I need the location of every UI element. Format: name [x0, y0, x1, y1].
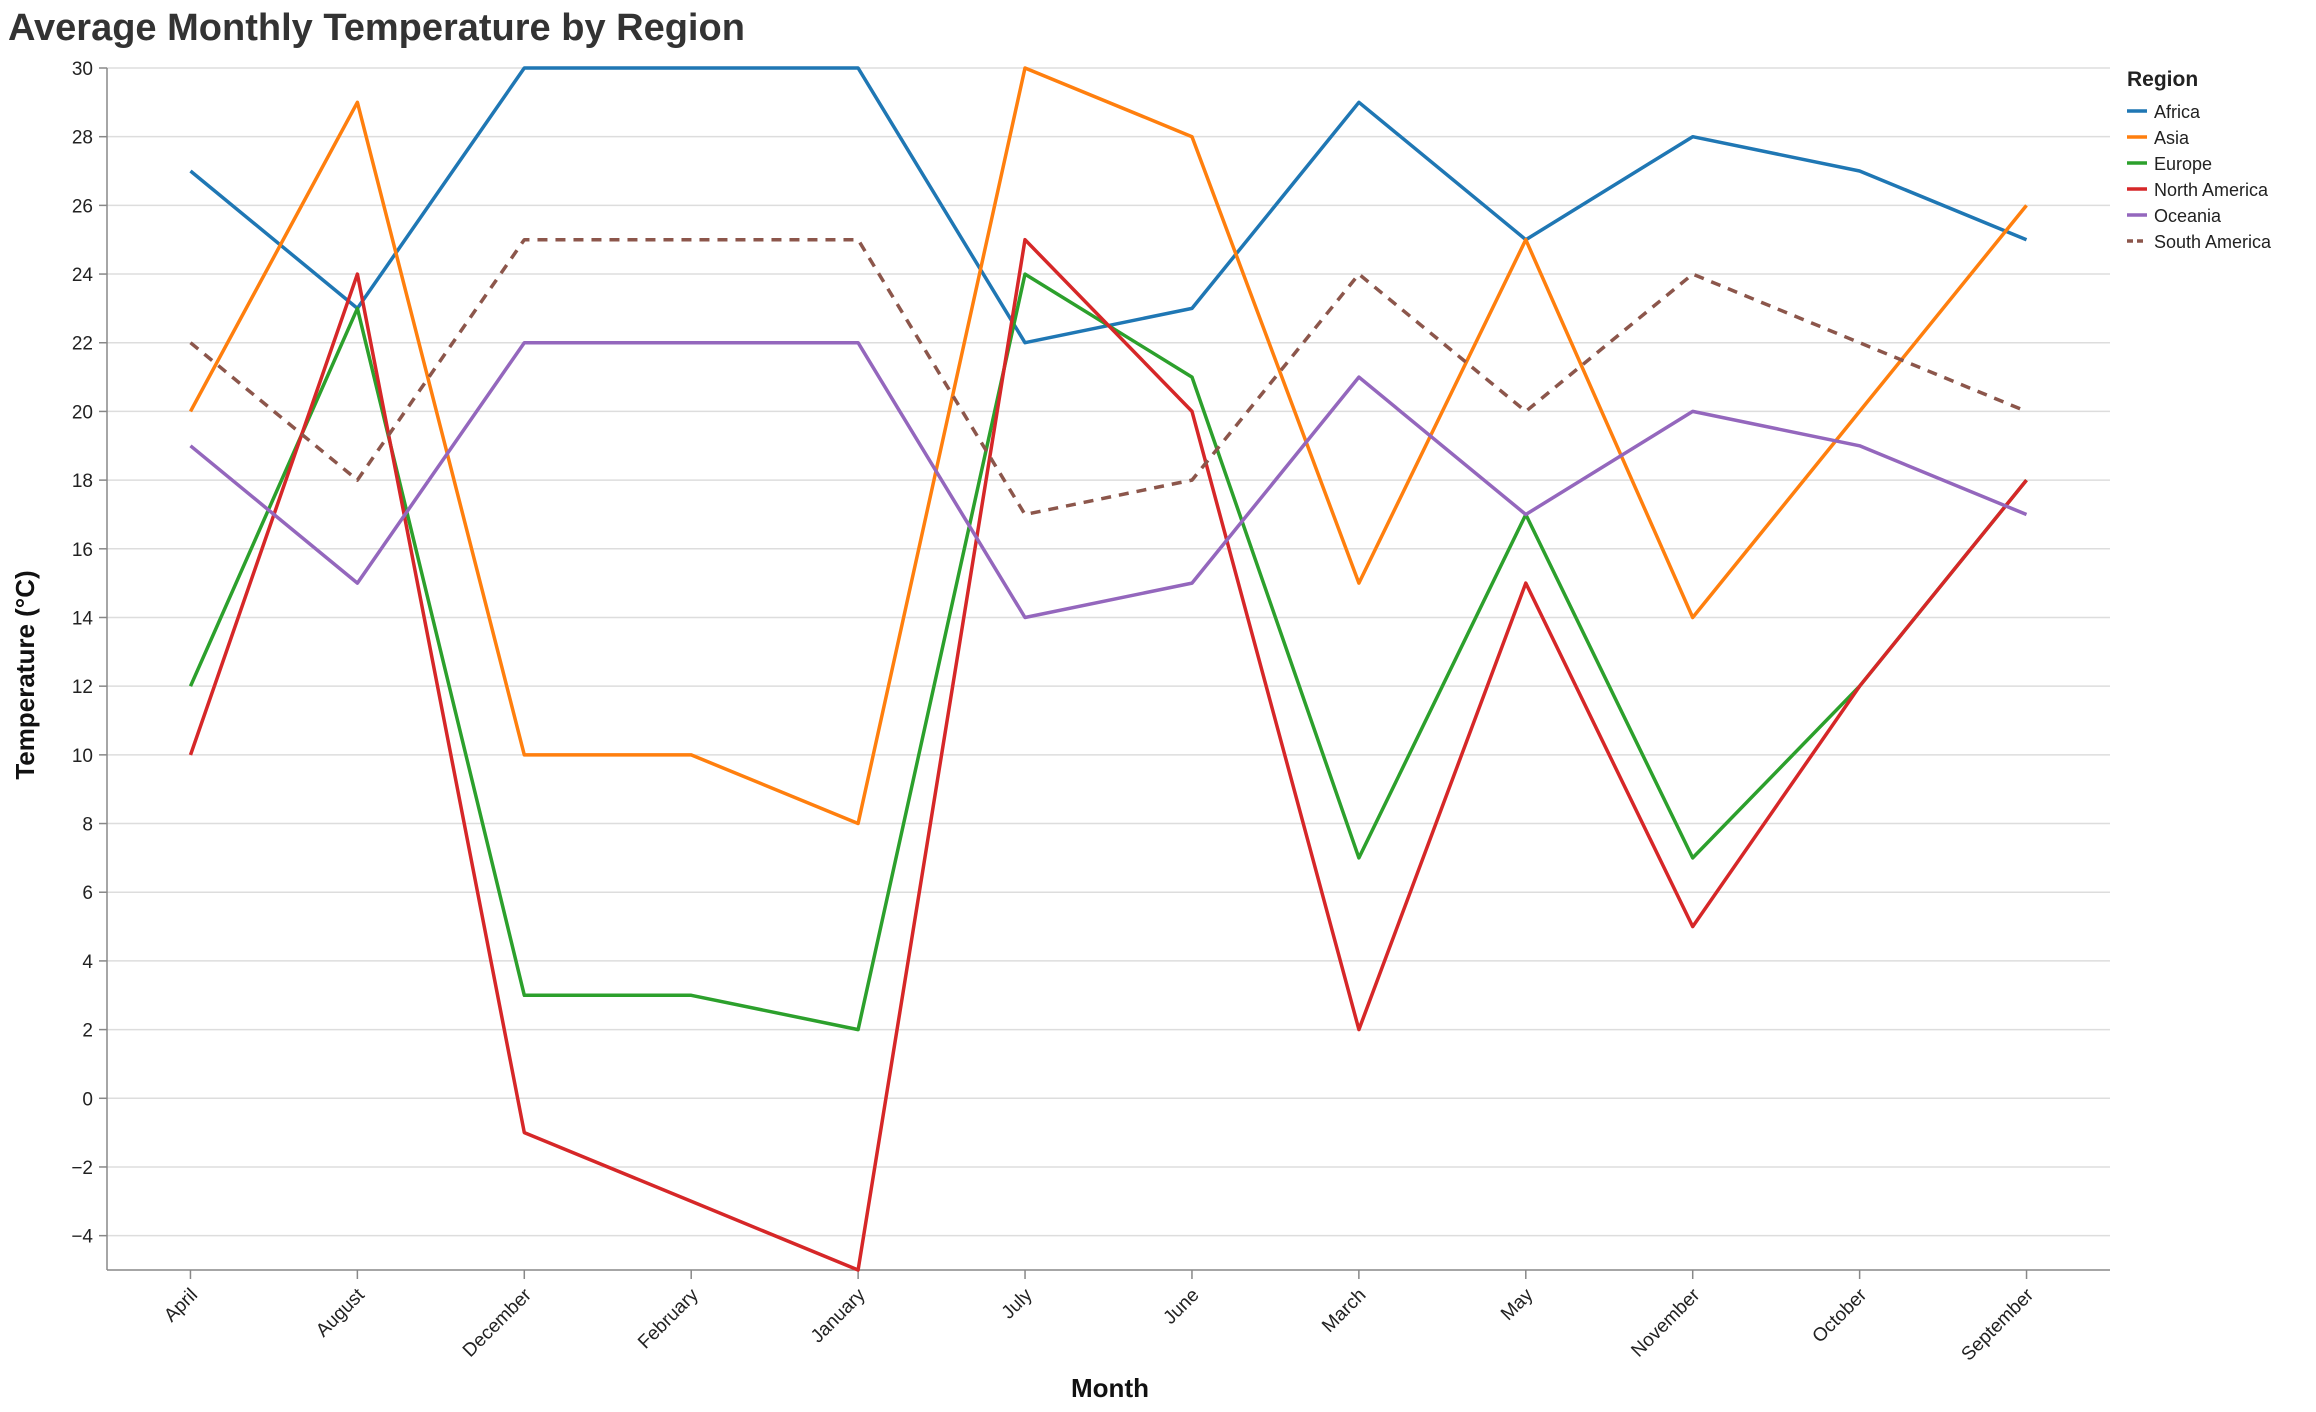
x-tick-label: March [1318, 1285, 1370, 1337]
y-tick-label: 30 [72, 59, 93, 80]
y-tick-label: 10 [72, 746, 93, 767]
y-tick-label: 2 [82, 1021, 93, 1042]
x-tick-label: July [998, 1284, 1037, 1323]
y-axis-title: Temperature (°C) [10, 570, 40, 779]
legend-label: Europe [2154, 154, 2212, 174]
legend-label: Oceania [2154, 206, 2222, 226]
y-tick-label: 14 [72, 608, 94, 629]
x-tick-label: June [1160, 1285, 1204, 1329]
y-tick-label: 26 [72, 196, 93, 217]
x-tick-label: February [634, 1284, 703, 1353]
y-tick-label: 22 [72, 334, 93, 355]
series-line-north-america [188, 237, 2028, 1272]
y-tick-label: 0 [82, 1089, 93, 1110]
x-tick-label: October [1809, 1284, 1872, 1347]
y-tick-label: 28 [72, 128, 93, 149]
y-tick-label: 4 [82, 952, 93, 973]
legend-title: Region [2127, 68, 2198, 91]
y-tick-label: −4 [71, 1227, 93, 1248]
gridlines [107, 67, 2110, 1237]
x-tick-label: May [1497, 1284, 1538, 1325]
legend-label: Africa [2154, 102, 2201, 122]
y-tick-label: 6 [82, 883, 93, 904]
x-tick-label: January [807, 1284, 870, 1347]
series-lines [188, 66, 2028, 1272]
series-line-south-america [189, 237, 2028, 517]
x-tick-label: April [160, 1285, 202, 1327]
y-tick-label: 12 [72, 677, 93, 698]
legend: Region Africa Asia Europe North America Ocea… [2127, 68, 2272, 252]
y-tick-label: 18 [72, 471, 93, 492]
y-tick-label: 24 [72, 265, 94, 286]
x-axis-title: Month [1071, 1373, 1149, 1403]
legend-label: North America [2154, 180, 2269, 200]
y-tick-label: 8 [82, 815, 93, 836]
legend-label: South America [2154, 232, 2272, 252]
legend-label: Asia [2154, 128, 2190, 148]
x-tick-label: November [1627, 1284, 1704, 1361]
series-line-europe [188, 272, 2028, 1032]
y-tick-label: 20 [72, 402, 93, 423]
series-line-oceania [189, 340, 2028, 620]
x-tick-label: December [459, 1284, 536, 1361]
x-tick-label: August [312, 1284, 369, 1341]
y-tick-label: −2 [71, 1158, 93, 1179]
series-line-asia [188, 66, 2028, 826]
y-tick-label: 16 [72, 540, 93, 561]
chart-title: Average Monthly Temperature by Region [8, 7, 745, 49]
x-tick-label: September [1958, 1284, 2039, 1365]
